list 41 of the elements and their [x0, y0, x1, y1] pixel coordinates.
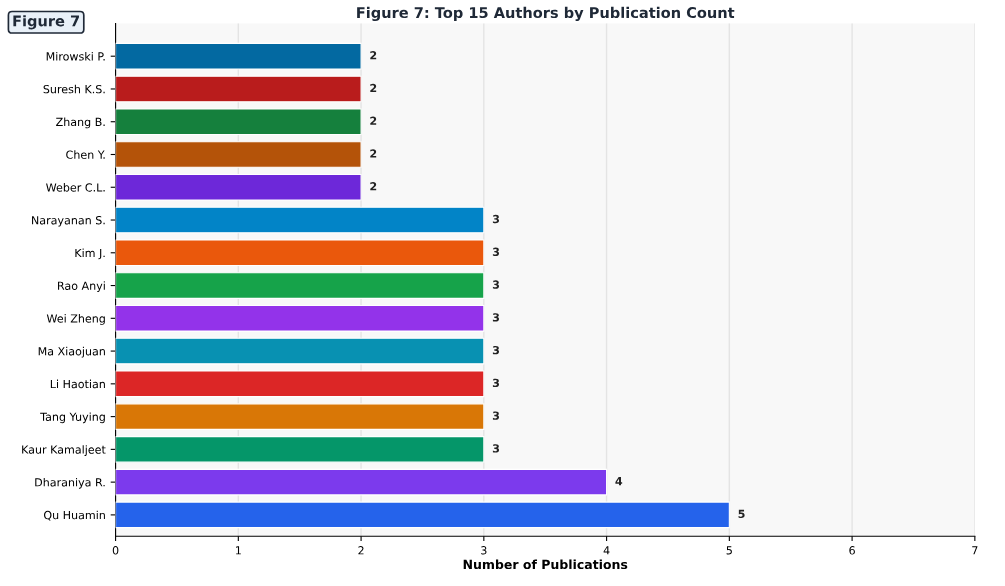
y-tick-label: Ma Xiaojuan — [38, 346, 105, 358]
data-label: 2 — [370, 182, 377, 191]
y-tick-label: Chen Y. — [66, 150, 105, 159]
data-label: 2 — [370, 116, 377, 125]
x-tick-label: 7 — [972, 546, 978, 555]
data-label: 5 — [738, 509, 745, 519]
data-label: 3 — [492, 345, 500, 355]
x-tick-label: 0 — [112, 546, 119, 555]
x-tick-label: 5 — [726, 546, 732, 555]
x-tick-label: 2 — [358, 546, 364, 555]
data-label: 3 — [492, 214, 500, 224]
caption: Figure 7 — [13, 15, 79, 30]
y-tick-label: Weber C.L. — [46, 183, 105, 192]
y-tick-label: Zhang B. — [56, 117, 105, 129]
data-label: 2 — [370, 51, 377, 60]
data-label: 4 — [615, 477, 623, 486]
x-axis-title: Number of Publications — [463, 559, 628, 570]
data-label: 3 — [492, 411, 500, 420]
data-label: 3 — [492, 280, 500, 289]
y-tick-label: Dharaniya R. — [35, 477, 105, 489]
y-tick-label: Kaur Kamaljeet — [22, 445, 106, 456]
x-tick-label: 6 — [849, 546, 855, 555]
y-tick-label: Tang Yuying — [40, 412, 105, 424]
data-label: 2 — [370, 149, 377, 158]
x-tick-label: 1 — [236, 546, 241, 555]
x-tick-label: 4 — [603, 546, 610, 555]
data-label: 3 — [492, 378, 500, 388]
data-label: 3 — [492, 247, 500, 257]
y-tick-label: Qu Huamin — [44, 510, 105, 521]
y-tick-label: Mirowski P. — [46, 51, 105, 61]
data-label: 3 — [492, 444, 500, 453]
y-tick-label: Narayanan S. — [32, 216, 105, 227]
y-tick-label: Li Haotian — [50, 379, 105, 389]
y-tick-label: Wei Zheng — [46, 314, 105, 325]
y-tick-label: Suresh K.S. — [43, 84, 105, 94]
y-tick-label: Rao Anyi — [58, 281, 105, 293]
data-label: 2 — [370, 83, 377, 93]
chart-title: Figure 7: Top 15 Authors by Publication Count — [357, 6, 735, 22]
y-tick-label: Kim J. — [75, 248, 105, 260]
x-tick-label: 3 — [481, 546, 487, 555]
data-label: 3 — [492, 313, 500, 322]
